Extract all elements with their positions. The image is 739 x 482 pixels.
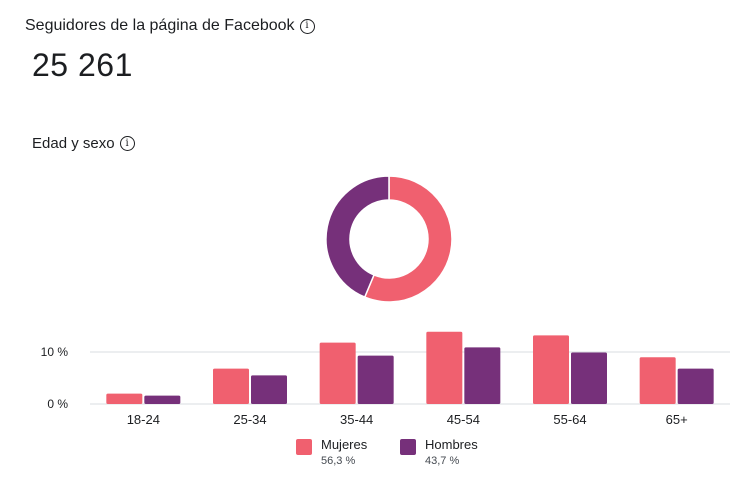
- bar-women-18-24[interactable]: [106, 393, 143, 404]
- section-title-text: Edad y sexo: [32, 135, 115, 152]
- donut-slice-women[interactable]: [363, 175, 453, 303]
- page-title: Seguidores de la página de Facebook i: [25, 17, 315, 35]
- legend-pct-men: 43,7 %: [425, 455, 460, 467]
- bar-men-45-54[interactable]: [464, 347, 501, 404]
- bar-women-35-44[interactable]: [319, 342, 356, 404]
- bar-women-25-34[interactable]: [213, 368, 249, 404]
- y-tick-label: 10 %: [41, 345, 69, 359]
- bar-men-18-24[interactable]: [144, 395, 181, 404]
- x-tick-label: 55-64: [553, 412, 586, 427]
- bar-women-65+[interactable]: [639, 357, 676, 404]
- x-tick-label: 18-24: [127, 412, 160, 427]
- x-tick-label: 45-54: [447, 412, 480, 427]
- donut-slice-men[interactable]: [325, 175, 390, 299]
- info-icon[interactable]: i: [119, 136, 135, 151]
- bar-men-65+[interactable]: [677, 368, 714, 404]
- gender-donut-chart: [325, 175, 453, 303]
- bar-women-55-64[interactable]: [533, 335, 569, 404]
- legend-pct-women: 56,3 %: [321, 455, 356, 467]
- info-icon[interactable]: i: [299, 18, 315, 34]
- age-gender-bar-chart: 0 % 10 % 18-24 25-34 35-44 45-54 55-64 65+: [41, 331, 730, 427]
- followers-count: 25 261: [32, 47, 133, 83]
- legend-label-men: Hombres: [425, 437, 478, 452]
- legend-item-women: Mujeres 56,3 %: [296, 437, 367, 467]
- legend-swatch-men: [400, 439, 416, 455]
- bar-men-35-44[interactable]: [357, 355, 394, 404]
- legend-swatch-women: [296, 439, 312, 455]
- x-tick-label: 35-44: [340, 412, 373, 427]
- legend-item-men: Hombres 43,7 %: [400, 437, 478, 467]
- y-tick-label: 0 %: [47, 397, 68, 411]
- section-title: Edad y sexo i: [32, 135, 135, 152]
- legend-label-women: Mujeres: [321, 437, 368, 452]
- x-tick-label: 25-34: [233, 412, 266, 427]
- page-title-text: Seguidores de la página de Facebook: [25, 17, 295, 34]
- bar-men-25-34[interactable]: [251, 375, 287, 404]
- bar-men-55-64[interactable]: [571, 352, 607, 404]
- x-tick-label: 65+: [666, 412, 688, 427]
- bar-women-45-54[interactable]: [426, 331, 463, 404]
